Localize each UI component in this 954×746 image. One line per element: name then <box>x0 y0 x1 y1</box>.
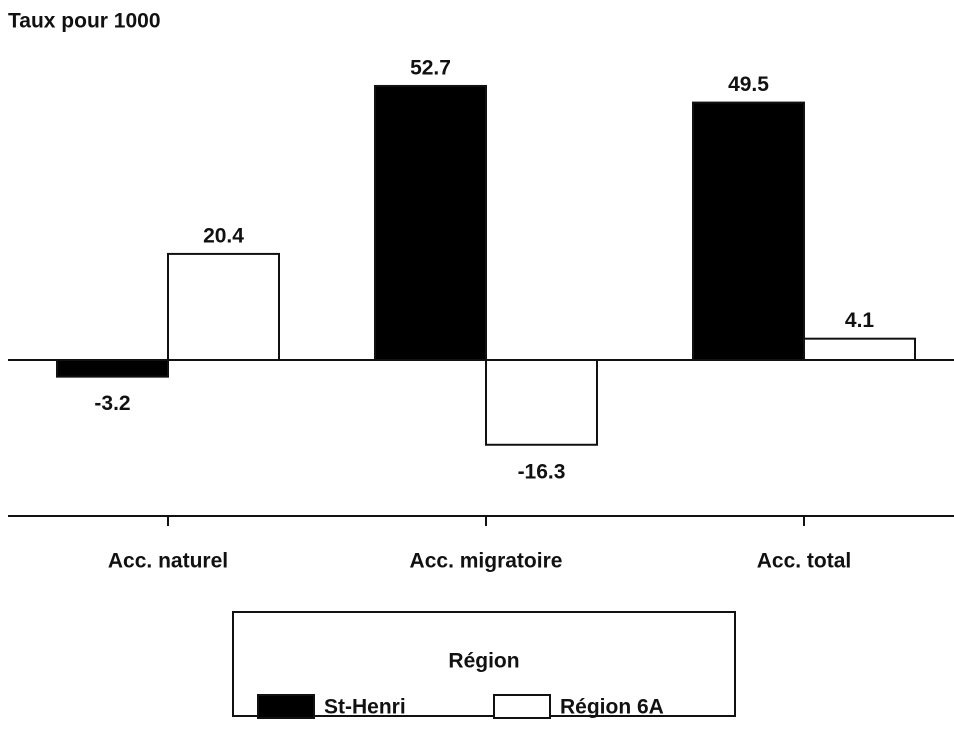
legend-label: St-Henri <box>324 696 406 719</box>
legend-box <box>232 611 736 717</box>
y-axis-label: Taux pour 1000 <box>8 10 161 33</box>
legend-title: Région <box>448 650 519 673</box>
bar <box>692 101 805 361</box>
bar <box>803 337 916 361</box>
value-label: -16.3 <box>518 460 566 483</box>
legend-swatch <box>257 694 315 719</box>
value-label: -3.2 <box>94 392 130 415</box>
bar <box>374 84 487 362</box>
value-label: 4.1 <box>845 309 875 332</box>
legend-swatch <box>493 694 551 719</box>
bar <box>167 252 280 361</box>
value-label: 52.7 <box>410 57 451 80</box>
bar <box>485 359 598 446</box>
x-tick-label: Acc. naturel <box>108 550 228 573</box>
value-label: 20.4 <box>203 224 244 247</box>
x-tick-label: Acc. total <box>757 550 852 573</box>
x-tick-label: Acc. migratoire <box>410 550 563 573</box>
value-label: 49.5 <box>728 73 769 96</box>
bar <box>56 359 169 378</box>
legend-label: Région 6A <box>560 696 664 719</box>
